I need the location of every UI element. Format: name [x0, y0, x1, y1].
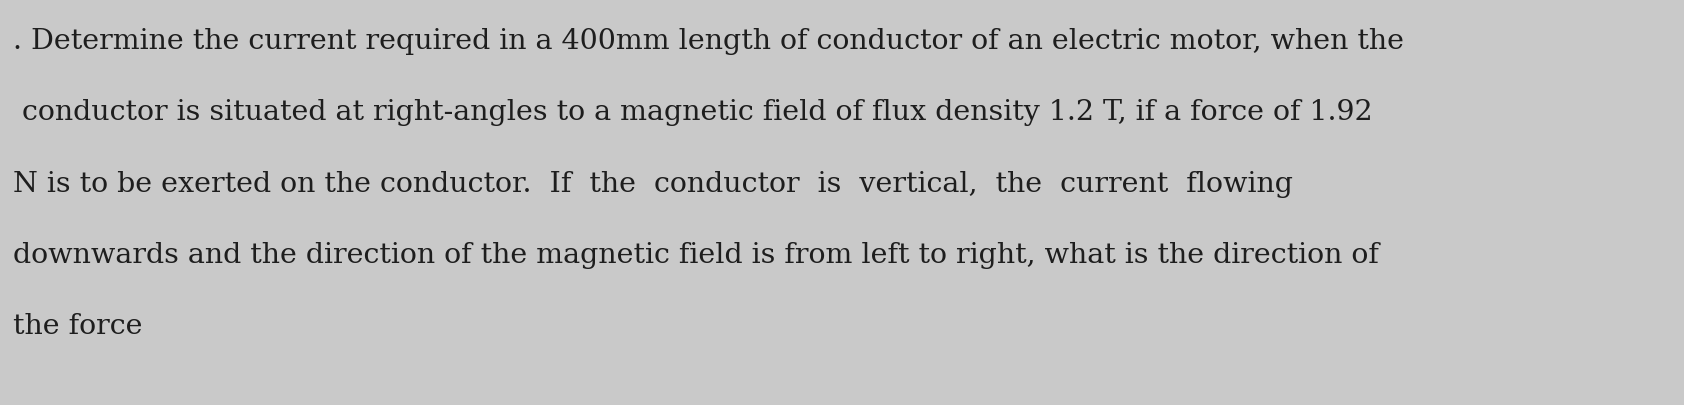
Text: conductor is situated at right-angles to a magnetic field of flux density 1.2 T,: conductor is situated at right-angles to…: [13, 99, 1372, 126]
Text: N is to be exerted on the conductor.  If  the  conductor  is  vertical,  the  cu: N is to be exerted on the conductor. If …: [13, 170, 1293, 197]
Text: downwards and the direction of the magnetic field is from left to right, what is: downwards and the direction of the magne…: [13, 241, 1379, 268]
Text: the force: the force: [13, 312, 143, 339]
Text: . Determine the current required in a 400mm length of conductor of an electric m: . Determine the current required in a 40…: [13, 28, 1404, 55]
